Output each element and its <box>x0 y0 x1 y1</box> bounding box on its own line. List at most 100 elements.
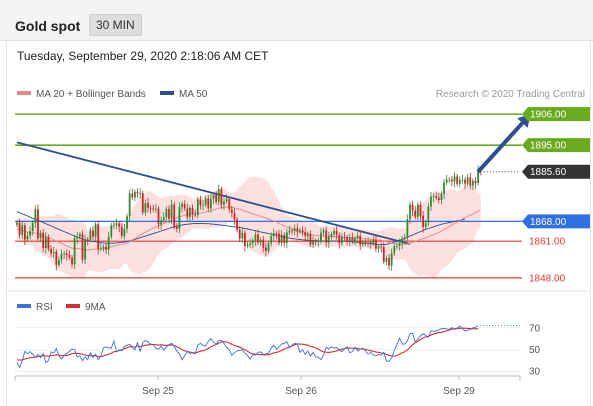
level-tag-label: 1895.00 <box>530 141 567 152</box>
candle-body <box>296 228 299 232</box>
candle-body <box>157 208 160 225</box>
candle-body <box>217 189 220 202</box>
candle-body <box>183 203 186 209</box>
candle-body <box>411 204 414 211</box>
candle-body <box>246 244 249 246</box>
candle-body <box>419 204 422 216</box>
candle-body <box>372 240 375 244</box>
candle-body <box>18 222 21 235</box>
candle-body <box>312 240 314 245</box>
candle-body <box>427 206 430 223</box>
legend-9ma-swatch <box>66 304 80 308</box>
candle-body <box>409 204 411 220</box>
candle-body <box>68 255 71 258</box>
candle-body <box>377 246 380 249</box>
candle-body <box>288 230 291 233</box>
panel-left-border <box>6 40 7 406</box>
candle-body <box>52 251 55 254</box>
candle-body <box>432 196 435 197</box>
candle-body <box>469 177 472 186</box>
candle-body <box>461 179 464 181</box>
candle-body <box>257 234 259 243</box>
candle-body <box>367 242 369 244</box>
candle-body <box>21 225 24 235</box>
candle-body <box>440 193 443 200</box>
candle-body <box>228 199 231 210</box>
candle-body <box>278 233 280 243</box>
candle-body <box>147 203 149 208</box>
legend-ma50-label: MA 50 <box>179 89 208 100</box>
candle-body <box>270 236 273 244</box>
legend-rsi-swatch <box>17 304 31 308</box>
candle-body <box>107 236 110 250</box>
candle-body <box>196 199 199 215</box>
candle-body <box>422 215 424 228</box>
rsi-ma-line <box>16 327 479 361</box>
panel-right-border <box>590 40 591 406</box>
candle-body <box>414 210 417 217</box>
candle-body <box>76 236 79 239</box>
candle-body <box>299 230 301 232</box>
candle-body <box>359 235 362 245</box>
candle-body <box>416 204 419 217</box>
level-tag-label: 1885.60 <box>530 167 567 178</box>
candle-body <box>55 251 58 265</box>
legend-ma50-swatch <box>160 91 174 95</box>
candle-body <box>97 224 100 249</box>
candle-body <box>424 222 427 228</box>
level-tag-label: 1861.00 <box>529 237 566 248</box>
candle-body <box>162 217 165 221</box>
candle-body <box>63 253 66 255</box>
candle-body <box>275 233 278 235</box>
timeframe-badge[interactable]: 30 MIN <box>89 14 142 36</box>
candle-body <box>333 231 335 235</box>
candle-body <box>65 253 68 256</box>
candles <box>16 165 482 271</box>
candle-body <box>330 234 333 237</box>
candle-body <box>369 242 372 244</box>
x-tick-label: Sep 26 <box>285 386 317 397</box>
candle-body <box>325 230 328 243</box>
candle-body <box>241 232 244 239</box>
candle-body <box>244 232 246 246</box>
candle-body <box>99 248 102 250</box>
legend-ma20-swatch <box>17 91 31 95</box>
candle-body <box>168 208 170 219</box>
candle-body <box>406 219 409 238</box>
level-tag-label: 1868.00 <box>530 217 567 228</box>
candle-body <box>175 226 178 229</box>
candle-body <box>477 170 480 184</box>
level-tag-box <box>522 138 590 153</box>
candle-body <box>443 182 445 194</box>
level-tag-support: 1861.00 <box>529 237 566 248</box>
bollinger-band <box>17 176 481 278</box>
candle-body <box>173 204 176 227</box>
candle-body <box>448 179 451 181</box>
candle-body <box>209 198 212 209</box>
candle-body <box>94 224 97 237</box>
candle-body <box>123 228 126 237</box>
candle-body <box>283 234 286 243</box>
candle-body <box>199 199 202 206</box>
candle-body <box>236 219 238 230</box>
candle-body <box>451 179 453 182</box>
chart-timestamp: Tuesday, September 29, 2020 2:18:06 AM C… <box>17 49 269 63</box>
candle-body <box>458 179 461 184</box>
candle-body <box>259 239 262 243</box>
candle-body <box>194 214 197 216</box>
candle-body <box>154 208 157 210</box>
level-tag-box <box>522 107 590 122</box>
candle-body <box>181 203 183 208</box>
candle-body <box>89 230 92 240</box>
legend-rsi-label: RSI <box>36 302 53 313</box>
candle-body <box>327 236 330 243</box>
candle-body <box>189 207 191 217</box>
level-tag-box <box>522 164 590 179</box>
candle-body <box>16 222 18 225</box>
candle-body <box>456 176 459 184</box>
candle-body <box>280 234 283 243</box>
candle-body <box>464 179 466 184</box>
candle-body <box>71 257 73 265</box>
candle-body <box>223 201 225 205</box>
candle-body <box>320 232 322 242</box>
